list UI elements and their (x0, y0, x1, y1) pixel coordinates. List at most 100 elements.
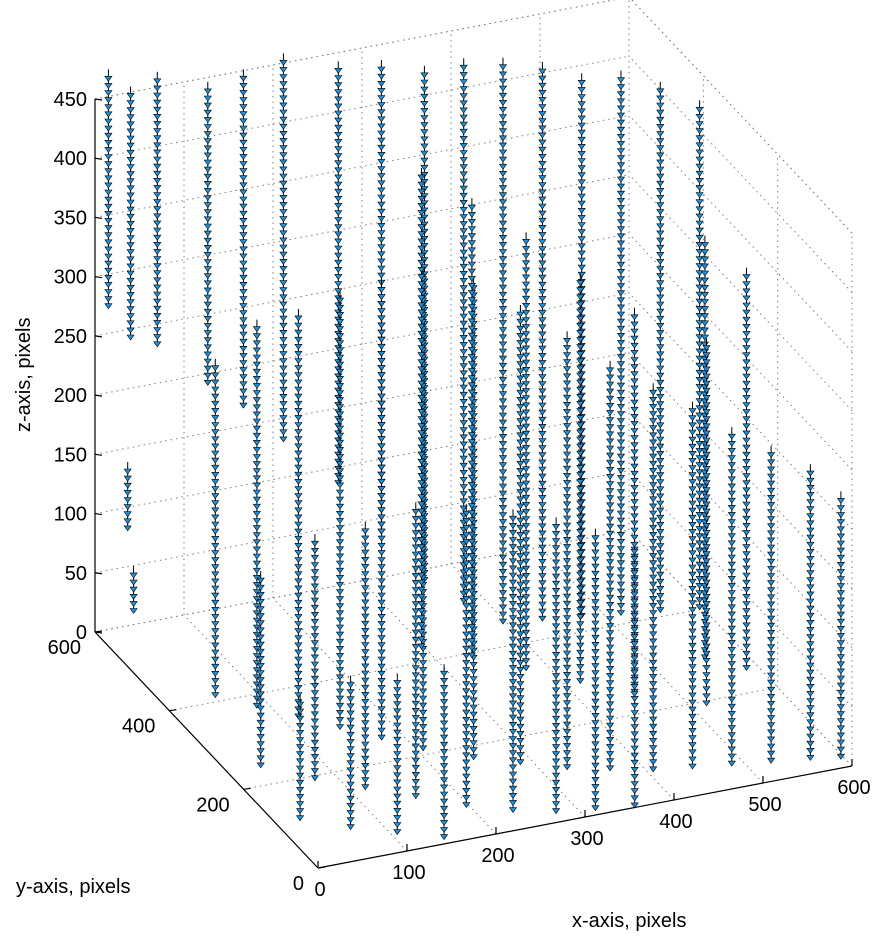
arrow-head (126, 228, 135, 234)
arrow-head (459, 185, 468, 192)
arrow-head (606, 417, 615, 424)
arrow-head (606, 687, 615, 694)
arrow-head (577, 229, 586, 236)
arrow-head (335, 560, 345, 567)
arrow-head (334, 174, 343, 181)
arrow-head (279, 195, 288, 201)
arrow-head (656, 145, 665, 152)
arrow-head (239, 338, 248, 345)
arrow-head (516, 418, 525, 425)
arrow-head (538, 139, 547, 146)
arrow-head (459, 200, 468, 206)
arrow-head (335, 468, 345, 475)
arrow-head (239, 239, 248, 246)
arrow-head (335, 610, 345, 617)
arrow-head (459, 214, 468, 221)
arrow-head (606, 765, 615, 772)
arrow-head (459, 306, 468, 313)
arrow-head (538, 381, 547, 388)
arrow-head (335, 383, 345, 389)
arrow-head (334, 210, 343, 217)
arrow-head (335, 532, 345, 539)
arrow-head (498, 419, 508, 426)
arrow-head (279, 166, 288, 173)
arrow-head (538, 423, 547, 430)
arrow-head (211, 564, 220, 571)
arrow-head (656, 372, 665, 379)
arrow-head (516, 332, 525, 339)
arrow-head (606, 488, 615, 495)
arrow-head (420, 93, 429, 100)
arrow-head (656, 514, 665, 521)
grid-line (94, 0, 616, 100)
arrow-head (656, 493, 665, 500)
arrow-head (616, 396, 626, 403)
arrow-head (239, 118, 248, 125)
arrow-head (656, 401, 665, 408)
arrow-head (335, 653, 345, 659)
arrow-head (335, 326, 345, 333)
arrow-head (239, 353, 248, 359)
arrow-head (656, 195, 665, 201)
arrow-head (252, 397, 261, 404)
arrow-head (203, 379, 212, 386)
arrow-head (211, 521, 220, 528)
arrow-head (459, 320, 468, 327)
arrow-head (498, 426, 508, 433)
arrow-head (459, 285, 468, 292)
arrow-head (129, 579, 138, 586)
arrow-head (606, 722, 615, 729)
arrow-head (516, 503, 525, 510)
arrow-head (459, 356, 468, 363)
arrow-head (335, 333, 345, 340)
arrow-head (104, 168, 113, 175)
arrow-head (239, 374, 248, 381)
arrow-head (211, 678, 220, 684)
arrow-head (334, 259, 343, 266)
arrow-head (649, 574, 658, 581)
arrow-head (469, 690, 478, 697)
arrow-head (538, 189, 547, 196)
arrow-head (294, 585, 303, 592)
arrow-head (616, 162, 626, 169)
arrow-head (211, 443, 220, 450)
arrow-head (649, 681, 658, 688)
arrow-head (335, 311, 345, 318)
arrow-head (239, 289, 248, 295)
arrow-head (126, 135, 135, 142)
arrow-head (126, 277, 135, 284)
arrow-head (334, 89, 343, 96)
arrow-head (252, 375, 261, 382)
arrow-head (377, 237, 386, 244)
arrow-head (334, 139, 343, 145)
arrow-head (211, 372, 220, 379)
arrow-head (616, 183, 626, 190)
arrow-head (211, 592, 220, 599)
arrow-head (334, 117, 343, 124)
arrow-head (334, 124, 343, 131)
arrow-head (649, 482, 658, 489)
arrow-head (695, 234, 704, 241)
arrow-head (516, 311, 525, 318)
arrow-head (279, 102, 288, 109)
arrow-head (577, 172, 586, 179)
arrow-head (126, 235, 135, 242)
arrow-head (294, 642, 303, 649)
arrow-head (649, 659, 658, 666)
arrow-head (695, 206, 704, 213)
arrow-head (616, 233, 626, 240)
arrow-head (606, 758, 615, 765)
arrow-head (239, 125, 248, 132)
arrow-head (335, 354, 345, 361)
arrow-head (334, 238, 343, 245)
arrow-head (606, 673, 615, 679)
arrow-head (563, 572, 572, 579)
arrow-head (279, 266, 288, 272)
arrow-head (656, 138, 665, 145)
arrow-head (335, 475, 345, 482)
arrow-head (538, 97, 547, 103)
arrow-head (563, 522, 572, 529)
arrow-head (649, 631, 658, 638)
arrow-head (335, 695, 345, 702)
arrow-head (294, 521, 303, 528)
